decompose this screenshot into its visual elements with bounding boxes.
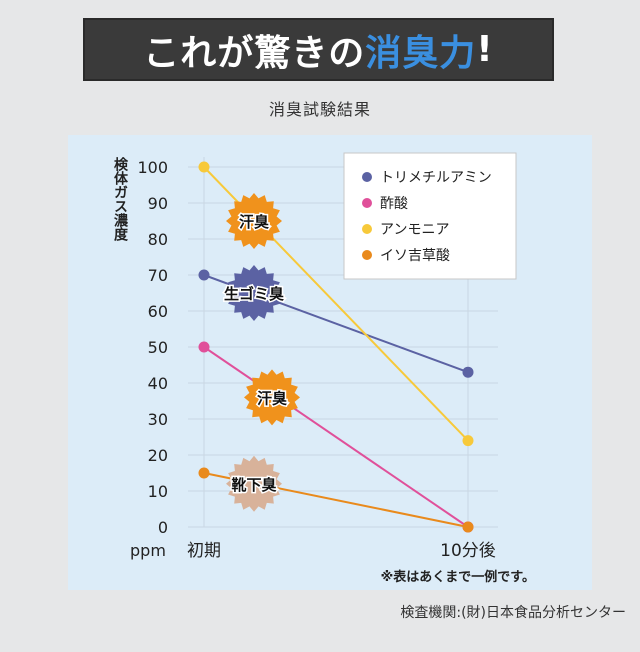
y-tick-label: 30 [148,410,168,429]
legend-marker [362,224,372,234]
legend-label: イソ吉草酸 [380,248,450,264]
y-tick-label: 40 [148,374,168,393]
data-point [462,366,474,378]
data-point [198,269,210,281]
data-point [198,341,210,353]
x-tick-label: 10分後 [440,541,496,561]
badge-label: 生ゴミ臭 [224,285,284,303]
legend-box [343,152,517,280]
badge-label: 靴下臭 [231,476,276,494]
legend-label: トリメチルアミン [380,170,492,186]
badge-label: 汗臭 [257,389,287,407]
legend-label: 酢酸 [380,196,408,212]
y-tick-label: 100 [137,158,168,177]
x-tick-label: 初期 [187,541,221,561]
series-line-1 [203,346,469,528]
badge-burst [226,265,282,321]
chart-subtitle: 消臭試験結果 [268,100,371,119]
title-text: これが驚きの [143,32,366,74]
chart-note: ※表はあくまで一例です。 [381,569,535,585]
y-tick-label: 50 [148,338,168,357]
legend-label: アンモニア [380,222,449,238]
badge-burst [226,193,282,249]
title-mark: ! [476,29,494,70]
badge-burst [244,369,300,426]
y-tick-label: 20 [148,446,168,465]
unit-label: ppm [130,541,166,560]
legend-marker [362,172,372,182]
badge-burst [226,455,282,512]
title-highlight: 消臭力 [365,32,477,74]
data-point [198,161,210,173]
y-tick-label: 0 [158,518,168,537]
y-tick-label: 60 [148,302,168,321]
y-tick-label: 90 [148,194,168,213]
chart-panel: 0 10 20 30 40 50 60 70 80 90 100 ppm 初期 10分後 検体ガス濃度 汗臭生… [68,135,592,590]
legend-marker [362,250,372,260]
data-point [198,467,210,479]
y-tick-label: 80 [148,230,168,249]
badge-label: 汗臭 [239,213,269,231]
data-point [462,521,474,533]
title-banner: これが驚きの 消臭力! [83,18,554,81]
legend-marker [362,198,372,208]
data-point [462,435,474,447]
y-axis-label: 検体ガス濃度 [112,156,128,242]
y-tick-label: 10 [148,482,168,501]
source-credit: 検査機関:(財)日本食品分析センター [400,605,626,621]
y-tick-label: 70 [148,266,168,285]
